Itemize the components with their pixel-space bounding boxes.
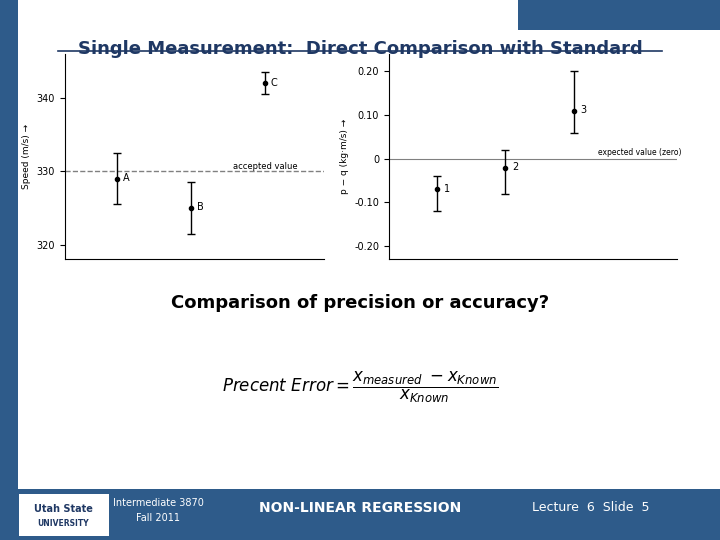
Y-axis label: p − q (kg·m/s) →: p − q (kg·m/s) → (340, 119, 348, 194)
Text: 2: 2 (512, 161, 518, 172)
Text: expected value (zero): expected value (zero) (598, 147, 681, 157)
Text: 1: 1 (444, 184, 450, 193)
Text: A: A (122, 173, 129, 183)
Text: Fall 2011: Fall 2011 (136, 514, 181, 523)
Text: Intermediate 3870: Intermediate 3870 (113, 498, 204, 508)
Text: Utah State: Utah State (34, 504, 93, 514)
Text: UNIVERSITY: UNIVERSITY (37, 519, 89, 528)
Text: NON-LINEAR REGRESSION: NON-LINEAR REGRESSION (259, 501, 461, 515)
Text: accepted value: accepted value (233, 162, 298, 171)
Text: $\mathit{Precent\ Error} = \dfrac{x_{measured}\ -x_{Known}}{x_{Known}}$: $\mathit{Precent\ Error} = \dfrac{x_{mea… (222, 370, 498, 405)
Text: Single Measurement:  Direct Comparison with Standard: Single Measurement: Direct Comparison wi… (78, 40, 642, 58)
Y-axis label: Speed (m/s) →: Speed (m/s) → (22, 124, 31, 189)
Text: Lecture  6  Slide  5: Lecture 6 Slide 5 (531, 501, 649, 514)
Text: B: B (197, 202, 203, 212)
Text: C: C (271, 78, 277, 87)
Text: Comparison of precision or accuracy?: Comparison of precision or accuracy? (171, 294, 549, 312)
Text: 3: 3 (581, 105, 587, 115)
